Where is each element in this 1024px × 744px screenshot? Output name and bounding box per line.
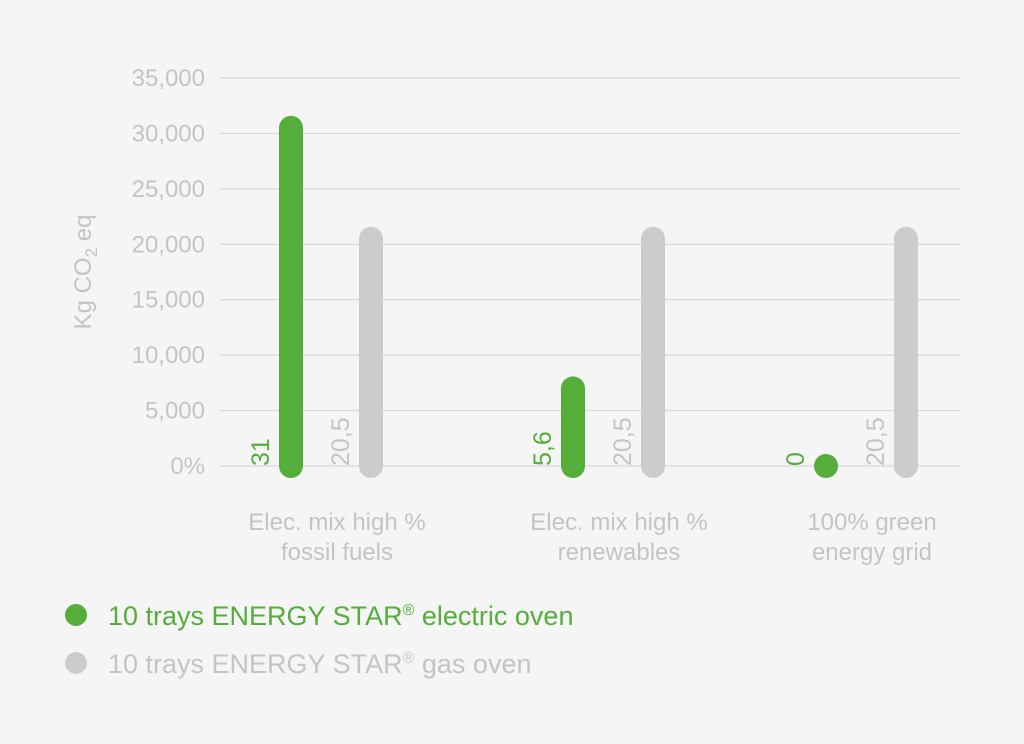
category-label: Elec. mix high % <box>530 509 707 536</box>
y-tick-label: 25,000 <box>132 176 205 203</box>
legend-label-tail: gas oven <box>414 649 531 679</box>
y-tick-label: 5,000 <box>145 398 205 425</box>
bar-electric-2 <box>814 454 838 478</box>
data-labels: 31 5,6 0 20,5 20,5 20,5 <box>247 417 890 466</box>
y-tick-label: 30,000 <box>132 120 205 147</box>
bars <box>279 115 918 478</box>
legend-label-sup: ® <box>403 650 415 667</box>
category-label: renewables <box>558 539 681 566</box>
y-axis-title-part: Kg CO <box>70 257 97 329</box>
data-label: 20,5 <box>862 417 890 466</box>
x-axis-categories: Elec. mix high % fossil fuels Elec. mix hi… <box>248 509 936 566</box>
category-label: energy grid <box>812 539 932 566</box>
y-tick-label: 20,000 <box>132 231 205 258</box>
legend-label-main: 10 trays ENERGY STAR <box>108 601 403 631</box>
y-axis-label: Kg CO2 eq <box>70 215 101 330</box>
y-tick-label: 15,000 <box>132 287 205 314</box>
category-label: fossil fuels <box>281 539 393 566</box>
data-label: 0 <box>782 452 810 466</box>
data-label: 20,5 <box>327 417 355 466</box>
y-axis-title: Kg CO2 eq <box>70 215 101 330</box>
y-tick-label: 0% <box>170 453 205 480</box>
bar-gas-1 <box>641 226 665 478</box>
category-label: 100% green <box>807 509 936 536</box>
y-axis-ticks: 0% 5,000 10,000 15,000 20,000 25,000 30,000 35,… <box>132 65 205 480</box>
y-axis-title-part: eq <box>70 215 97 248</box>
legend-label: 10 trays ENERGY STAR® electric oven <box>108 601 573 631</box>
bar-electric-0 <box>279 115 303 478</box>
legend-swatch <box>65 604 87 626</box>
y-axis-title-subscript: 2 <box>82 248 101 257</box>
data-label: 5,6 <box>529 431 557 466</box>
y-tick-label: 10,000 <box>132 342 205 369</box>
grid-layer <box>220 77 960 467</box>
legend-swatch <box>65 652 87 674</box>
legend-label-tail: electric oven <box>414 601 573 631</box>
bar-electric-1 <box>561 376 585 478</box>
category-label: Elec. mix high % <box>248 509 425 536</box>
data-label: 31 <box>247 438 275 466</box>
legend-label-sup: ® <box>403 602 415 619</box>
bar-gas-0 <box>359 226 383 478</box>
data-label: 20,5 <box>609 417 637 466</box>
bar-gas-2 <box>894 226 918 478</box>
y-tick-label: 35,000 <box>132 65 205 92</box>
legend-label: 10 trays ENERGY STAR® gas oven <box>108 649 531 679</box>
legend-label-main: 10 trays ENERGY STAR <box>108 649 403 679</box>
